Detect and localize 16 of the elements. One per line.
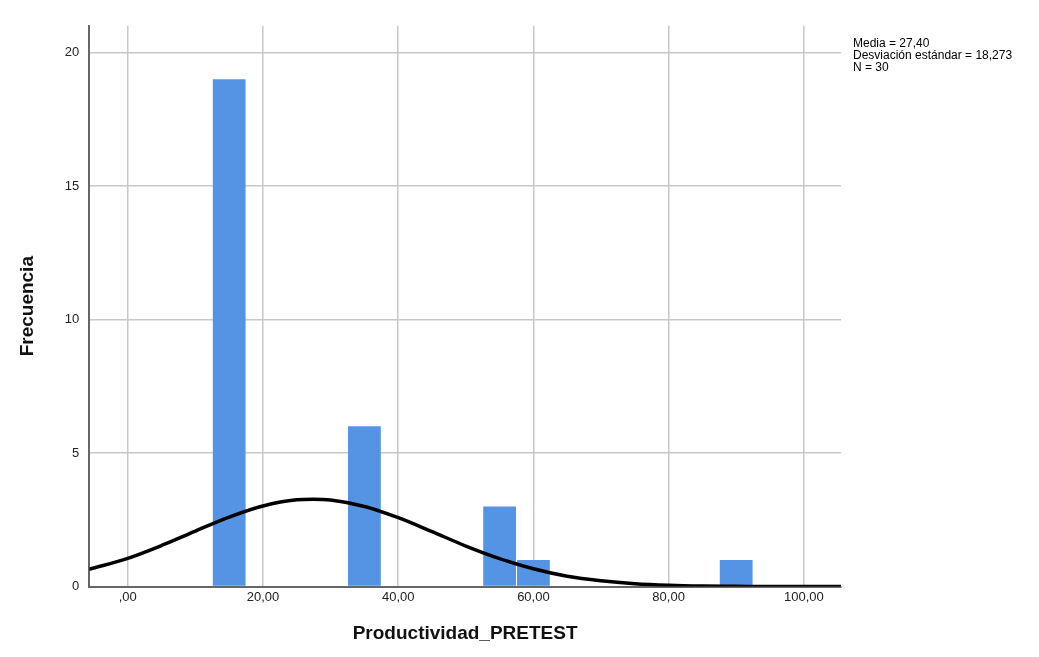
x-tick-label: 80,00 xyxy=(652,588,685,604)
y-tick-label: 5 xyxy=(72,444,80,460)
y-tick-label: 20 xyxy=(64,44,80,60)
y-axis-title: Frecuencia xyxy=(15,255,37,357)
x-tick-label: ,00 xyxy=(118,588,137,604)
y-tick-label: 0 xyxy=(72,578,80,594)
x-tick-label: 20,00 xyxy=(246,588,280,604)
y-tick-label: 10 xyxy=(64,311,80,327)
y-tick-label: 15 xyxy=(64,177,80,193)
x-tick-label: 40,00 xyxy=(381,588,415,604)
text: Media = 27,40 xyxy=(853,36,930,51)
x-tick-label: 100,00 xyxy=(783,588,824,604)
text: Desviación estándar = 18,273 xyxy=(853,48,1013,63)
text: N = 30 xyxy=(853,60,890,75)
x-tick-label: 60,00 xyxy=(517,588,550,604)
x-axis-title: Productividad_PRETEST xyxy=(352,621,578,643)
